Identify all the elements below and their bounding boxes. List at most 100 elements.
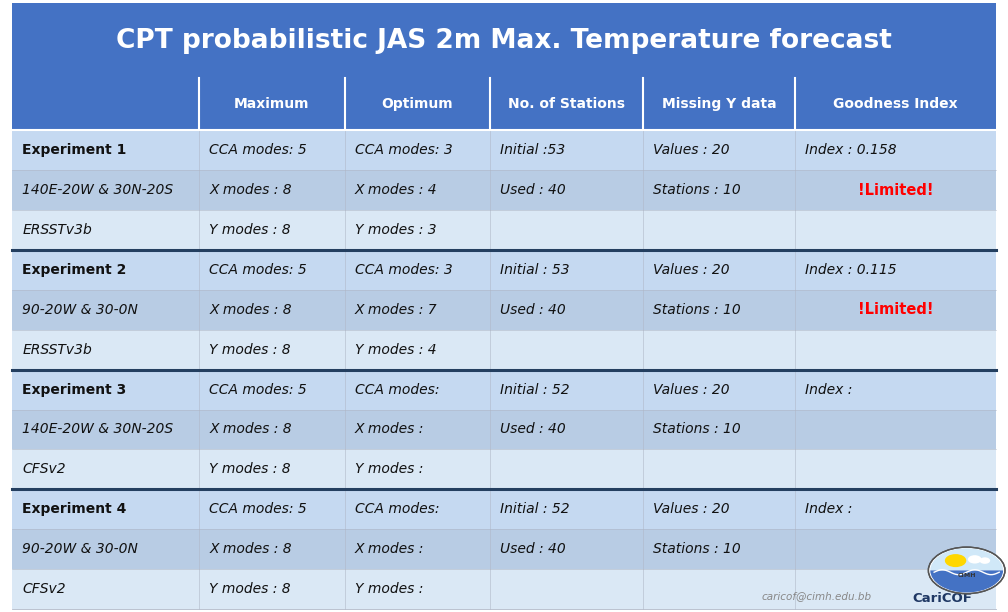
Bar <box>490 529 643 569</box>
Text: Y modes : 3: Y modes : 3 <box>355 223 436 237</box>
Text: X modes : 4: X modes : 4 <box>355 183 437 197</box>
Bar <box>12 330 199 370</box>
Text: Stations : 10: Stations : 10 <box>653 303 741 317</box>
Wedge shape <box>930 548 1003 570</box>
Circle shape <box>980 558 990 564</box>
Text: X modes : 7: X modes : 7 <box>355 303 437 317</box>
Bar <box>12 210 199 250</box>
Text: !Limited!: !Limited! <box>858 302 933 318</box>
Text: 90-20W & 30-0N: 90-20W & 30-0N <box>22 542 138 556</box>
Bar <box>490 250 643 290</box>
Text: Missing Y data: Missing Y data <box>661 97 776 111</box>
Text: Goodness Index: Goodness Index <box>834 97 958 111</box>
Text: Y modes : 4: Y modes : 4 <box>355 343 436 357</box>
Wedge shape <box>930 570 1003 592</box>
Bar <box>490 290 643 330</box>
Bar <box>795 170 996 210</box>
Text: Used : 40: Used : 40 <box>500 303 566 317</box>
Bar <box>199 490 345 529</box>
Bar <box>12 250 199 290</box>
Text: CCA modes:: CCA modes: <box>355 382 439 397</box>
Bar <box>12 409 199 449</box>
Bar <box>490 449 643 490</box>
Text: X modes : 8: X modes : 8 <box>209 183 291 197</box>
Bar <box>199 449 345 490</box>
Text: Y modes : 8: Y modes : 8 <box>209 223 290 237</box>
Text: X modes : 8: X modes : 8 <box>209 422 291 436</box>
Bar <box>643 210 795 250</box>
Text: Values : 20: Values : 20 <box>653 502 730 517</box>
Bar <box>490 490 643 529</box>
Bar <box>490 330 643 370</box>
Text: Y modes : 8: Y modes : 8 <box>209 462 290 476</box>
Text: 140E-20W & 30N-20S: 140E-20W & 30N-20S <box>22 183 173 197</box>
Bar <box>345 449 490 490</box>
Bar <box>345 529 490 569</box>
Bar <box>199 78 345 130</box>
Bar <box>199 210 345 250</box>
Text: CariCOF: CariCOF <box>912 592 973 605</box>
Text: Index : 0.115: Index : 0.115 <box>805 263 897 277</box>
Text: CCA modes: 3: CCA modes: 3 <box>355 143 453 157</box>
Text: 140E-20W & 30N-20S: 140E-20W & 30N-20S <box>22 422 173 436</box>
Text: Maximum: Maximum <box>234 97 309 111</box>
Text: Values : 20: Values : 20 <box>653 263 730 277</box>
Bar <box>12 78 199 130</box>
Bar <box>795 409 996 449</box>
Text: CCA modes:: CCA modes: <box>355 502 439 517</box>
Text: Initial : 53: Initial : 53 <box>500 263 570 277</box>
Bar <box>795 330 996 370</box>
Text: No. of Stations: No. of Stations <box>508 97 625 111</box>
Bar <box>795 250 996 290</box>
Text: Y modes :: Y modes : <box>355 462 423 476</box>
Bar <box>12 529 199 569</box>
Bar <box>795 569 996 609</box>
Bar <box>490 409 643 449</box>
Text: Initial : 52: Initial : 52 <box>500 502 570 517</box>
Bar <box>490 78 643 130</box>
Text: Experiment 3: Experiment 3 <box>22 382 126 397</box>
Text: Values : 20: Values : 20 <box>653 382 730 397</box>
Bar <box>12 490 199 529</box>
Bar <box>490 210 643 250</box>
Text: caricof@cimh.edu.bb: caricof@cimh.edu.bb <box>761 591 871 601</box>
Text: 90-20W & 30-0N: 90-20W & 30-0N <box>22 303 138 317</box>
Bar <box>643 569 795 609</box>
Text: !Limited!: !Limited! <box>858 182 933 198</box>
Bar <box>643 250 795 290</box>
Text: ERSSTv3b: ERSSTv3b <box>22 223 92 237</box>
Bar <box>199 170 345 210</box>
Text: CFSv2: CFSv2 <box>22 462 66 476</box>
Text: CFSv2: CFSv2 <box>22 582 66 596</box>
Bar <box>795 78 996 130</box>
Bar <box>345 490 490 529</box>
Text: Index :: Index : <box>805 502 853 517</box>
Text: Y modes : 8: Y modes : 8 <box>209 343 290 357</box>
Bar <box>12 3 996 78</box>
Bar <box>345 290 490 330</box>
Text: Used : 40: Used : 40 <box>500 422 566 436</box>
Bar <box>490 569 643 609</box>
Text: Values : 20: Values : 20 <box>653 143 730 157</box>
Text: CCA modes: 3: CCA modes: 3 <box>355 263 453 277</box>
Bar <box>643 409 795 449</box>
Bar <box>490 170 643 210</box>
Text: Used : 40: Used : 40 <box>500 542 566 556</box>
Text: Y modes : 8: Y modes : 8 <box>209 582 290 596</box>
Bar <box>490 370 643 409</box>
Bar <box>345 409 490 449</box>
Bar <box>643 490 795 529</box>
Bar <box>12 130 199 170</box>
Bar <box>199 290 345 330</box>
Text: Initial : 52: Initial : 52 <box>500 382 570 397</box>
Text: CCA modes: 5: CCA modes: 5 <box>209 263 306 277</box>
Bar <box>643 330 795 370</box>
Text: X modes : 8: X modes : 8 <box>209 303 291 317</box>
Bar <box>199 130 345 170</box>
Text: Index :: Index : <box>805 382 853 397</box>
Bar <box>12 449 199 490</box>
Bar <box>12 370 199 409</box>
Bar <box>490 130 643 170</box>
Circle shape <box>944 554 967 567</box>
Bar <box>795 130 996 170</box>
